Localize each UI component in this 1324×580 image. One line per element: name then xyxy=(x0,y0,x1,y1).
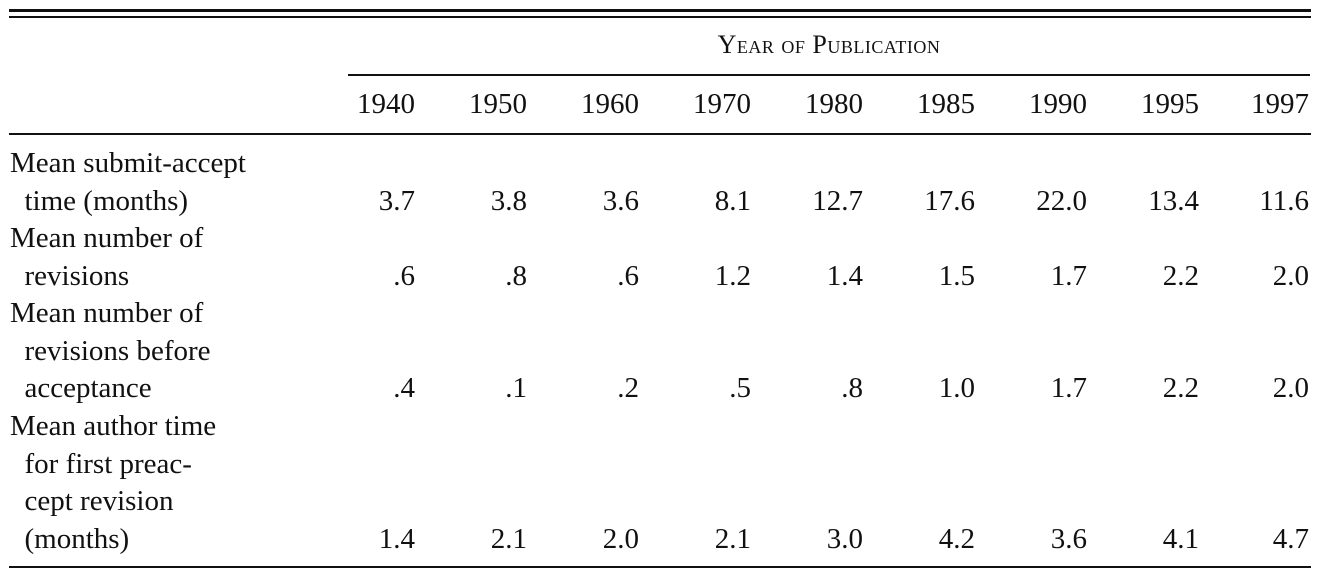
column-header-year: 1970 xyxy=(693,88,751,120)
table-cell: .2 xyxy=(617,372,639,404)
table-cell: 3.7 xyxy=(378,184,415,217)
table-cell: 2.0 xyxy=(602,522,639,555)
table-cell: 1.0 xyxy=(938,372,975,404)
table-cell: 13.4 xyxy=(1148,184,1199,217)
table-cell: 2.2 xyxy=(1162,259,1199,292)
table-cell: 2.0 xyxy=(1272,259,1309,292)
row-label-line: revisions before xyxy=(10,334,211,367)
table-cell: 1.2 xyxy=(714,259,751,292)
spanner-header-text: Year of Publication xyxy=(717,30,941,59)
column-header-year: 1940 xyxy=(357,88,415,120)
row-label-line: time (months) xyxy=(10,184,189,217)
row-label-line: Mean number of xyxy=(10,222,204,254)
table-cell: .1 xyxy=(505,372,527,404)
column-header-year: 1997 xyxy=(1251,88,1309,120)
table-cell: .5 xyxy=(729,372,751,404)
table-cell: 1.4 xyxy=(826,259,863,292)
row-label-line: revisions xyxy=(10,259,130,292)
table-cell: .6 xyxy=(617,259,639,292)
table-cell: 2.2 xyxy=(1162,372,1199,404)
table-cell: 3.8 xyxy=(490,184,527,217)
table-cell: 4.2 xyxy=(938,522,975,555)
spanner-header: Year of Publication xyxy=(348,30,1310,60)
table-cell: .8 xyxy=(505,259,527,292)
row-label-line: for first preac- xyxy=(10,447,192,480)
row-label-line: Mean submit-accept xyxy=(10,147,246,179)
row-label: Mean author time for first preac- cept r… xyxy=(10,408,216,558)
table-cell: 8.1 xyxy=(714,184,751,217)
table-cell: 22.0 xyxy=(1036,184,1087,217)
column-header-year: 1995 xyxy=(1141,88,1199,120)
top-rule-thick xyxy=(9,9,1311,12)
row-label-line: cept revision xyxy=(10,485,174,517)
column-header-year: 1980 xyxy=(805,88,863,120)
table-cell: 1.7 xyxy=(1050,372,1087,404)
column-header-year: 1985 xyxy=(917,88,975,120)
row-label-line: (months) xyxy=(10,522,130,555)
table-cell: .6 xyxy=(393,259,415,292)
table-cell: 3.0 xyxy=(826,522,863,555)
bottom-rule xyxy=(9,566,1311,568)
table-cell: 3.6 xyxy=(1050,522,1087,555)
row-label-line: acceptance xyxy=(10,372,152,404)
table-cell: 11.6 xyxy=(1259,184,1309,217)
table-cell: 4.1 xyxy=(1162,522,1199,555)
table-cell: 1.4 xyxy=(378,522,415,555)
row-label-line: Mean author time xyxy=(10,410,217,442)
table-cell: .8 xyxy=(841,372,863,404)
table-cell: 1.5 xyxy=(938,259,975,292)
table-cell: 3.6 xyxy=(602,184,639,217)
spanner-rule xyxy=(348,74,1310,76)
top-rule-thin xyxy=(9,16,1311,18)
row-label: Mean number of revisions xyxy=(10,220,203,295)
row-label: Mean number of revisions before acceptan… xyxy=(10,295,211,408)
table-cell: 2.0 xyxy=(1272,372,1309,404)
column-header-year: 1950 xyxy=(469,88,527,120)
table-cell: 2.1 xyxy=(714,522,751,555)
row-label: Mean submit-accept time (months) xyxy=(10,145,246,220)
column-header-year: 1960 xyxy=(581,88,639,120)
row-label-line: Mean number of xyxy=(10,297,204,329)
header-rule xyxy=(9,133,1311,135)
table-cell: 12.7 xyxy=(812,184,863,217)
table-cell: .4 xyxy=(393,372,415,404)
column-header-year: 1990 xyxy=(1029,88,1087,120)
table-cell: 2.1 xyxy=(490,522,527,555)
table-cell: 1.7 xyxy=(1050,259,1087,292)
table-cell: 17.6 xyxy=(924,184,975,217)
table-cell: 4.7 xyxy=(1272,522,1309,555)
